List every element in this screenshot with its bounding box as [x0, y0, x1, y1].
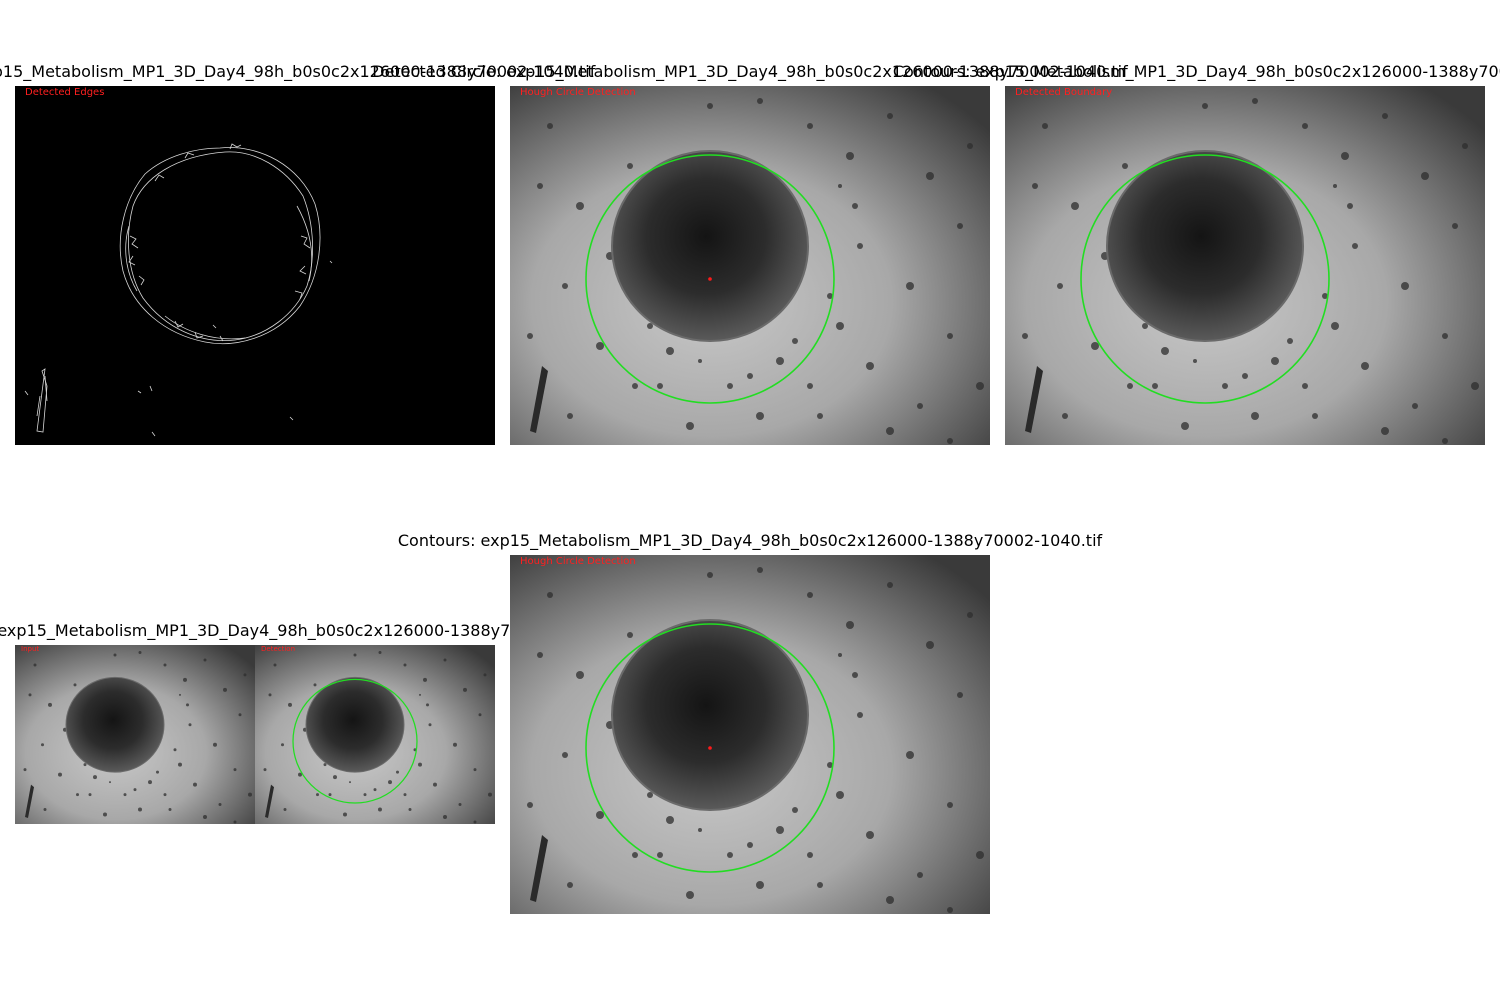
- contours-top-image: Detected Boundary: [1005, 86, 1485, 445]
- contours-main-image: Hough Circle Detection: [510, 555, 990, 914]
- circle-detection-image: Hough Circle Detection: [510, 86, 990, 445]
- detected-circle: [585, 154, 835, 404]
- contours-top-panel-tag: Detected Boundary: [1015, 87, 1113, 98]
- comparison-image: Input Detection: [15, 645, 495, 824]
- contours-top-canvas: [1005, 86, 1485, 445]
- contours-main-panel-title: Contours: exp15_Metabolism_MP1_3D_Day4_9…: [397, 531, 1103, 550]
- contour-center-dot: [708, 746, 712, 750]
- circle-center-dot: [708, 277, 712, 281]
- circle-panel-tag: Hough Circle Detection: [520, 87, 636, 98]
- circle-panel-title: Detected Circle: exp15_Metabolism_MP1_3D…: [372, 62, 1128, 81]
- contours-main-panel-tag: Hough Circle Detection: [520, 556, 636, 567]
- contours-top-panel-title: Contours: exp15_Metabolism_MP1_3D_Day4_9…: [892, 62, 1500, 81]
- edges-panel-tag: Detected Edges: [25, 87, 105, 98]
- boundary-circle: [1080, 154, 1330, 404]
- edges-canvas: [15, 86, 495, 445]
- circle-detection-canvas: [510, 86, 990, 445]
- comparison-panel-title: Comparison: exp15_Metabolism_MP1_3D_Day4…: [0, 621, 619, 640]
- contours-main-canvas: [510, 555, 990, 914]
- edges-panel-title: Edges: exp15_Metabolism_MP1_3D_Day4_98h_…: [0, 62, 596, 81]
- comparison-left-tag: Input: [21, 645, 40, 653]
- edges-image: Detected Edges: [15, 86, 495, 445]
- comparison-right-tag: Detection: [261, 645, 296, 653]
- comparison-canvas: [15, 645, 495, 824]
- comparison-circle: [292, 678, 418, 804]
- contour-circle: [585, 623, 835, 873]
